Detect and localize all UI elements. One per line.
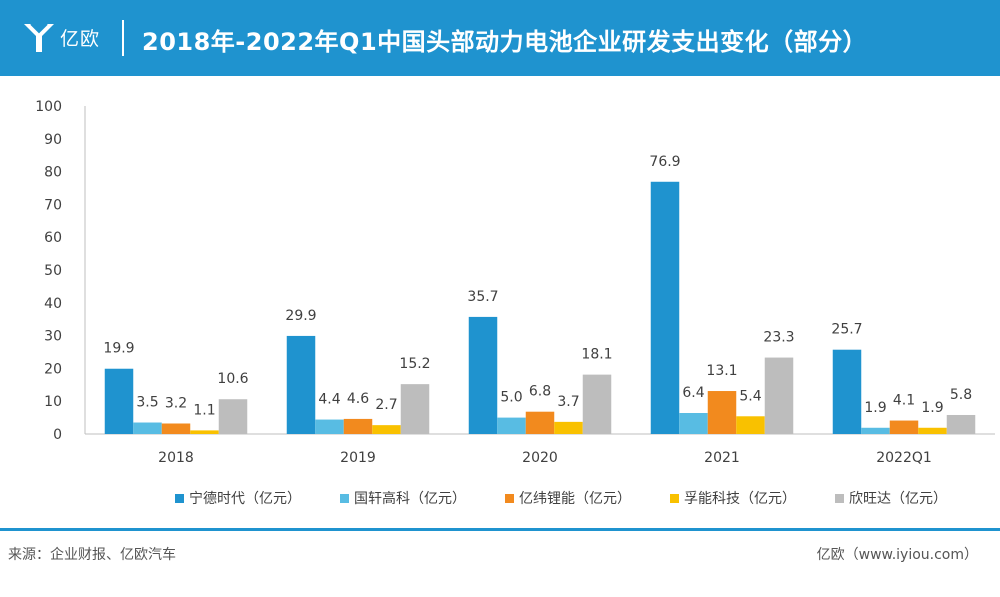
bar [190,430,219,434]
source-note: 来源：企业财报、亿欧汽车 [8,547,176,563]
y-tick-label: 80 [44,165,62,181]
data-label: 5.4 [739,388,761,404]
x-tick-label: 2022Q1 [876,450,932,466]
data-label: 6.8 [529,384,551,400]
x-tick-label: 2018 [158,450,194,466]
bar [736,416,765,434]
bar [218,399,248,434]
legend-swatch [340,494,349,503]
y-tick-label: 30 [44,329,62,345]
footer-rule [0,528,1000,531]
legend-swatch [835,494,844,503]
header-divider [122,20,124,56]
data-label: 13.1 [706,363,737,379]
bar [133,422,162,434]
y-tick-label: 100 [35,99,62,115]
bar [161,423,191,434]
data-label: 4.4 [318,392,340,408]
y-tick-label: 70 [44,197,62,213]
y-tick-label: 60 [44,230,62,246]
header-banner: 亿欧 2018年-2022年Q1中国头部动力电池企业研发支出变化（部分） [0,0,1000,76]
y-tick-label: 40 [44,296,62,312]
legend-label: 欣旺达（亿元） [849,491,947,507]
bar [918,427,947,434]
data-label: 4.6 [347,391,369,407]
bar [832,349,862,434]
data-label: 1.9 [864,400,886,416]
chart-title: 2018年-2022年Q1中国头部动力电池企业研发支出变化（部分） [142,28,868,56]
bar [861,427,890,434]
data-label: 3.2 [165,396,187,412]
y-tick-label: 50 [44,263,62,279]
bar [525,411,555,434]
bar [286,335,316,434]
bar [889,420,919,434]
bar [650,181,680,434]
legend-label: 国轩高科（亿元） [354,490,466,507]
bar [372,425,401,434]
bar [764,357,794,434]
data-label: 3.5 [136,395,158,411]
bar [554,421,583,434]
data-label: 19.9 [103,341,134,357]
legend-swatch [505,494,514,503]
data-label: 6.4 [682,385,704,401]
y-tick-label: 0 [53,427,62,443]
data-label: 35.7 [467,289,498,305]
logo-text: 亿欧 [60,27,101,50]
data-label: 10.6 [217,371,248,387]
bar [104,368,134,434]
legend-label: 亿纬锂能（亿元） [519,491,631,507]
bar [946,414,976,434]
bar [582,374,612,434]
bar [315,419,344,434]
logo: 亿欧 [22,18,100,56]
x-tick-label: 2021 [704,450,740,466]
legend-label: 孚能科技（亿元） [684,491,796,507]
legend-swatch [670,494,679,503]
legend-swatch [175,494,184,503]
site-credit: 亿欧（www.iyiou.com） [816,547,978,563]
y-tick-label: 90 [44,132,62,148]
data-label: 23.3 [763,330,794,346]
data-label: 1.9 [921,400,943,416]
logo-icon [24,23,54,52]
data-label: 4.1 [893,393,915,409]
data-label: 15.2 [399,356,430,372]
data-label: 5.8 [950,387,972,403]
bar [400,384,430,434]
bar-chart: 0 10 20 30 40 50 60 70 80 90 100 19.9 3.5 3.2 1.110.6 2… [35,99,995,507]
data-label: 29.9 [285,308,316,324]
bar [707,391,737,434]
data-label: 18.1 [581,347,612,363]
legend-label: 宁德时代（亿元） [189,490,301,507]
data-label: 2.7 [375,397,397,413]
x-tick-label: 2019 [340,450,376,466]
data-label: 25.7 [831,322,862,338]
data-label: 76.9 [649,154,680,170]
bar [468,316,498,434]
y-tick-label: 20 [44,361,62,377]
bar [343,418,373,434]
x-tick-label: 2020 [522,450,558,466]
y-tick-label: 10 [44,394,62,410]
data-label: 5.0 [500,390,522,406]
data-label: 1.1 [193,402,215,418]
bar [497,417,526,434]
data-label: 3.7 [557,394,579,410]
bar [679,413,708,434]
